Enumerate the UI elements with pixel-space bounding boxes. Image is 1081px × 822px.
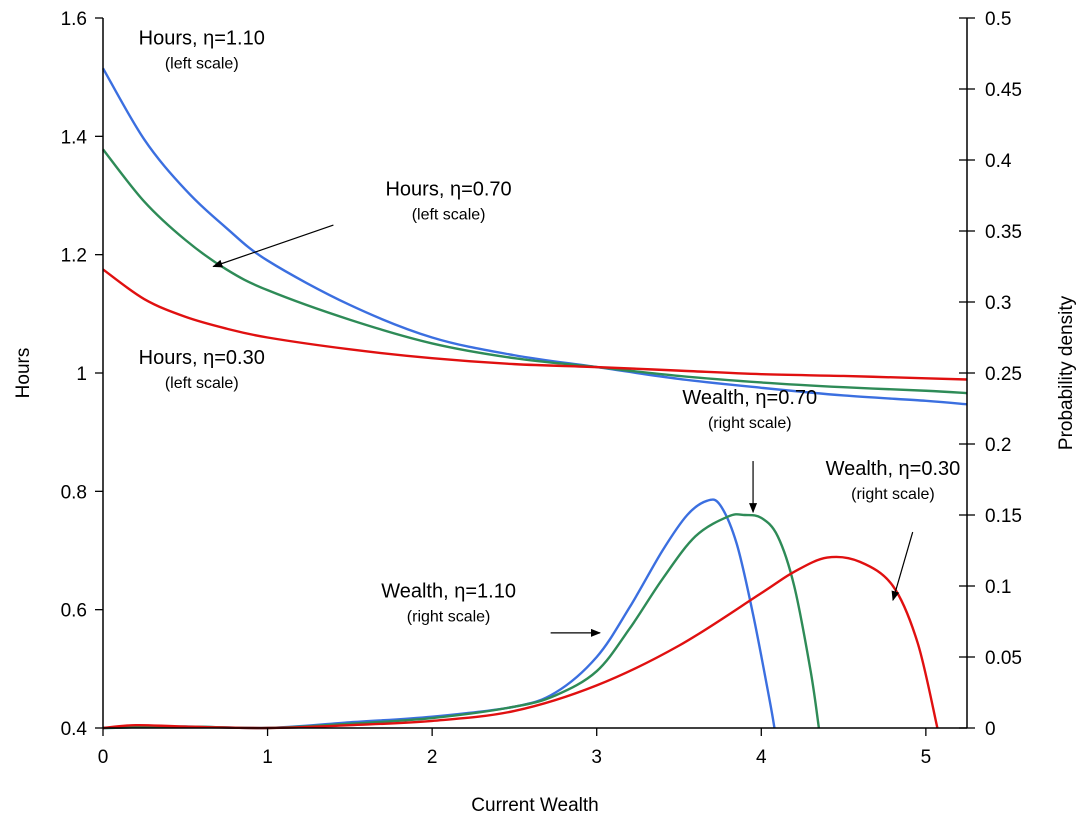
annotation-arrow <box>212 224 334 268</box>
annotation-wealth-eta-0-30: Wealth, η=0.30 (right scale) <box>826 458 961 602</box>
annotation-title: Hours, η=1.10 <box>139 28 265 50</box>
y-right-tick-label: 0.2 <box>985 435 1011 456</box>
y-right-tick-label: 0.3 <box>985 293 1011 314</box>
y-right-axis-title: Probability density <box>1056 295 1077 450</box>
annotation-hours-eta-0-70: Hours, η=0.70 (left scale) <box>212 179 512 268</box>
y-right-tick-label: 0.25 <box>985 364 1022 385</box>
y-left-tick-label: 1 <box>76 364 87 385</box>
y-left-tick-label: 1.6 <box>61 9 87 30</box>
annotation-title: Wealth, η=1.10 <box>381 580 516 602</box>
annotation-wealth-eta-0-70: Wealth, η=0.70 (right scale) <box>682 387 817 514</box>
y-right-tick-label: 0 <box>985 719 996 740</box>
x-axis-title: Current Wealth <box>471 795 598 816</box>
annotation-subtitle: (right scale) <box>708 415 792 432</box>
y-left-tick-label: 0.8 <box>61 482 87 503</box>
annotation-subtitle: (right scale) <box>407 608 491 625</box>
annotation-title: Hours, η=0.30 <box>139 347 265 369</box>
y-right-tick-label: 0.35 <box>985 222 1022 243</box>
annotations: Hours, η=1.10 (left scale) Hours, η=0.70 (l… <box>139 28 961 637</box>
y-right-tick-label: 0.5 <box>985 9 1011 30</box>
x-tick-label: 5 <box>921 747 932 768</box>
x-tick-label: 4 <box>756 747 767 768</box>
y-left-axis-title: Hours <box>13 348 34 399</box>
annotation-hours-eta-1-10: Hours, η=1.10 (left scale) <box>139 28 265 73</box>
annotation-title: Hours, η=0.70 <box>385 179 511 201</box>
annotation-subtitle: (left scale) <box>412 207 486 224</box>
x-tick-label: 0 <box>98 747 109 768</box>
y-right-tick-label: 0.05 <box>985 648 1022 669</box>
annotation-wealth-eta-1-10: Wealth, η=1.10 (right scale) <box>381 580 602 637</box>
plot-lines <box>101 67 968 730</box>
y-left-tick-label: 0.4 <box>61 719 88 740</box>
series-line-hours-eta-0-70 <box>102 148 968 395</box>
x-tick-label: 1 <box>262 747 273 768</box>
y-left-tick-label: 0.6 <box>61 601 87 622</box>
axes: 0 1 2 3 4 5 0.4 0.6 0.8 1 1.2 1.4 1.6 0 0.05 0.1 0.15 0.2… <box>61 9 1022 768</box>
annotation-title: Wealth, η=0.70 <box>682 387 817 409</box>
x-tick-label: 2 <box>427 747 438 768</box>
y-right-tick-label: 0.4 <box>985 151 1012 172</box>
annotation-hours-eta-0-30: Hours, η=0.30 (left scale) <box>139 347 265 392</box>
series-line-hours-eta-1-10 <box>101 67 968 406</box>
annotation-subtitle: (left scale) <box>165 375 239 392</box>
annotation-subtitle: (right scale) <box>851 486 935 503</box>
y-left-tick-label: 1.4 <box>61 127 88 148</box>
series-line-wealth-eta-0-30 <box>102 555 939 730</box>
annotation-arrow <box>891 531 914 602</box>
annotation-subtitle: (left scale) <box>165 56 239 73</box>
y-left-tick-label: 1.2 <box>61 246 87 267</box>
y-right-tick-label: 0.45 <box>985 80 1022 101</box>
y-right-tick-label: 0.15 <box>985 506 1022 527</box>
annotation-title: Wealth, η=0.30 <box>826 458 961 480</box>
series-line-hours-eta-0-30 <box>102 268 968 381</box>
y-right-tick-label: 0.1 <box>985 577 1011 598</box>
x-tick-label: 3 <box>591 747 602 768</box>
